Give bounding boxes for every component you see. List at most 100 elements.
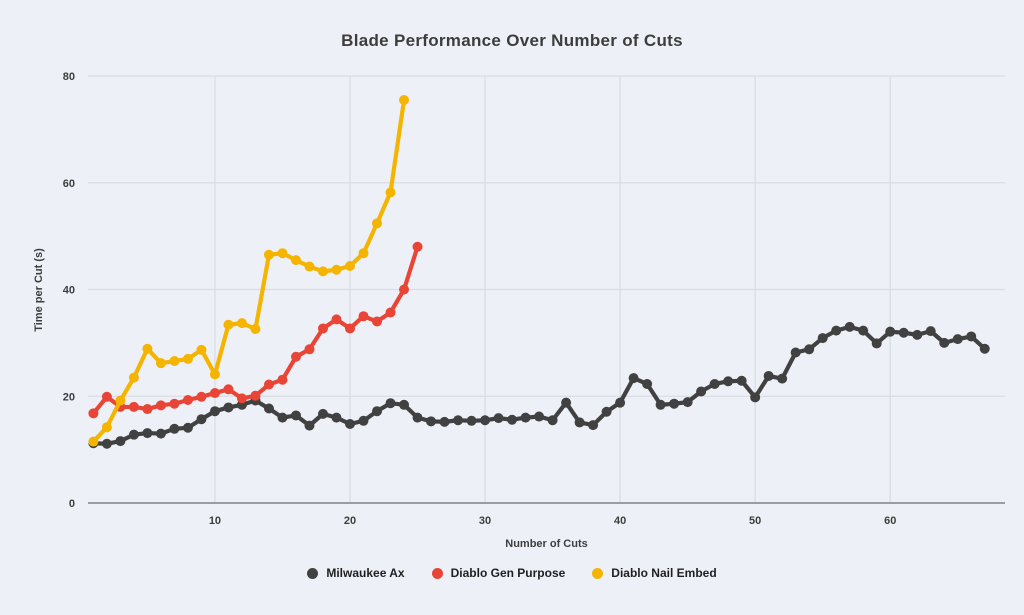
data-point [263, 403, 274, 414]
data-point [952, 334, 963, 345]
x-tick-label: 10 [209, 515, 221, 527]
data-point [169, 356, 180, 367]
data-point [817, 333, 828, 344]
data-point [142, 343, 153, 354]
data-point [385, 187, 396, 198]
legend-item-diablo-nail-embed: Diablo Nail Embed [592, 566, 717, 580]
data-point [263, 379, 274, 390]
data-point [426, 416, 437, 427]
data-point [236, 318, 247, 329]
data-point [399, 399, 410, 410]
data-point [601, 406, 612, 417]
data-point [101, 438, 112, 449]
data-point [682, 397, 693, 408]
data-point [399, 284, 410, 295]
data-point [317, 266, 328, 277]
data-point [128, 401, 139, 412]
legend-dot-milwaukee-ax [307, 567, 319, 579]
data-point [155, 428, 166, 439]
data-point [277, 412, 288, 423]
data-point [250, 323, 261, 334]
y-tick-label: 20 [63, 391, 75, 403]
data-point [182, 394, 193, 405]
data-point [372, 316, 383, 327]
data-point [898, 327, 909, 338]
data-point [304, 420, 315, 431]
data-point [223, 319, 234, 330]
data-point [871, 338, 882, 349]
data-point [385, 307, 396, 318]
x-axis-title: Number of Cuts [505, 538, 588, 550]
data-point [561, 397, 572, 408]
data-point [534, 411, 545, 422]
data-point [304, 344, 315, 355]
data-point [858, 325, 869, 336]
series-points-diablo-gen-purpose [88, 241, 423, 419]
data-point [763, 370, 774, 381]
data-point [101, 391, 112, 402]
data-point [88, 436, 99, 447]
data-point [142, 428, 153, 439]
data-point [331, 314, 342, 325]
x-tick-label: 40 [614, 515, 626, 527]
data-point [115, 436, 126, 447]
data-point [885, 326, 896, 337]
data-point [628, 373, 639, 384]
data-point [385, 398, 396, 409]
data-point [412, 241, 423, 252]
data-point [345, 323, 355, 334]
data-point [412, 412, 423, 423]
data-point [304, 261, 315, 272]
data-point [209, 406, 220, 417]
data-point [128, 372, 139, 383]
data-point [466, 415, 477, 426]
data-point [345, 419, 355, 430]
data-point [547, 415, 558, 426]
data-point [669, 398, 680, 409]
data-point [588, 420, 599, 431]
data-point [209, 388, 220, 399]
data-point [88, 408, 99, 419]
y-tick-label: 40 [63, 285, 75, 297]
data-point [331, 264, 342, 275]
chart-title: Blade Performance Over Number of Cuts [341, 31, 683, 50]
data-point [372, 218, 383, 229]
data-point [169, 423, 180, 434]
data-point [520, 412, 531, 423]
data-point [655, 399, 666, 410]
data-point [115, 395, 126, 406]
data-point [804, 344, 815, 355]
data-point [128, 429, 139, 440]
data-point [169, 398, 180, 409]
legend-dot-diablo-nail-embed [592, 567, 604, 579]
data-point [142, 404, 153, 415]
data-point [223, 402, 234, 413]
data-point [155, 400, 166, 411]
x-tick-label: 60 [884, 515, 896, 527]
y-tick-label: 80 [63, 71, 75, 83]
data-point [709, 378, 720, 389]
data-point [290, 410, 301, 421]
y-tick-label: 0 [69, 498, 75, 510]
data-point [790, 347, 801, 358]
data-point [925, 326, 936, 337]
data-point [317, 408, 328, 419]
x-tick-label: 20 [344, 515, 356, 527]
data-point [966, 331, 977, 342]
data-point [453, 415, 464, 426]
data-point [290, 255, 301, 266]
legend-item-milwaukee-ax: Milwaukee Ax [307, 566, 405, 580]
data-point [642, 378, 653, 389]
data-point [196, 391, 207, 402]
series-points-diablo-nail-embed [88, 95, 410, 447]
data-point [912, 329, 923, 340]
data-point [182, 353, 193, 364]
data-point [939, 337, 950, 348]
data-point [317, 323, 328, 334]
data-point [263, 249, 274, 260]
data-point [345, 261, 355, 272]
data-point [979, 343, 990, 354]
legend-label: Diablo Nail Embed [611, 566, 717, 580]
y-tick-label: 60 [63, 178, 75, 190]
